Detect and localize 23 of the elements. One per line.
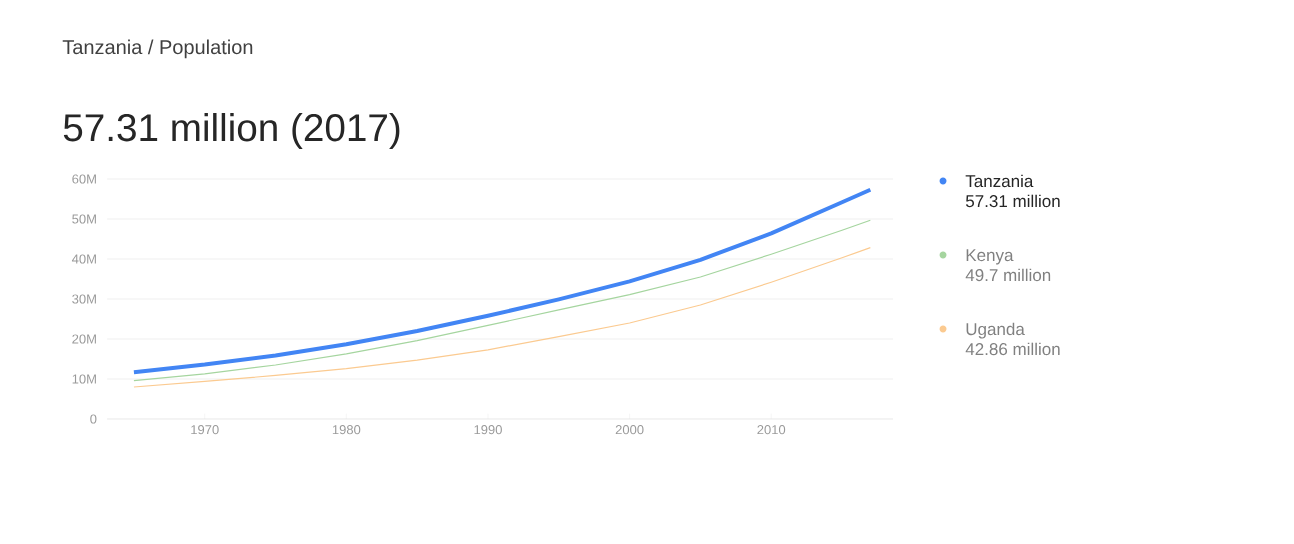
y-tick-label: 10M: [72, 374, 96, 384]
y-tick-label: 40M: [71, 254, 96, 264]
legend-label: Tanzania: [965, 174, 1034, 188]
text: 42.86 million: [965, 342, 1060, 356]
line-series: [133, 246, 871, 388]
chart-title: Tanzania / Population: [62, 39, 253, 59]
legend-label: Uganda: [966, 322, 1025, 339]
line-series: [131, 187, 873, 375]
x-tick-label: 1990: [474, 425, 502, 435]
y-tick-label: 0: [90, 414, 97, 424]
chart-subtitle: 57.31 million (2017): [63, 112, 400, 150]
text: 49.7 million: [965, 268, 1051, 282]
x-tick-label: 2000: [615, 425, 644, 435]
x-tick-label: 1970: [191, 425, 219, 435]
legend-label: Kenya: [966, 249, 1014, 265]
x-tick-label: 2010: [757, 425, 786, 435]
text: 57.31 million: [965, 194, 1060, 208]
line-series: [133, 219, 871, 382]
y-tick-label: 20M: [72, 334, 96, 344]
y-tick-label: 50M: [72, 214, 96, 224]
y-tick-label: 60M: [72, 174, 96, 184]
x-tick-label: 1980: [332, 425, 361, 435]
y-tick-label: 30M: [72, 294, 96, 304]
